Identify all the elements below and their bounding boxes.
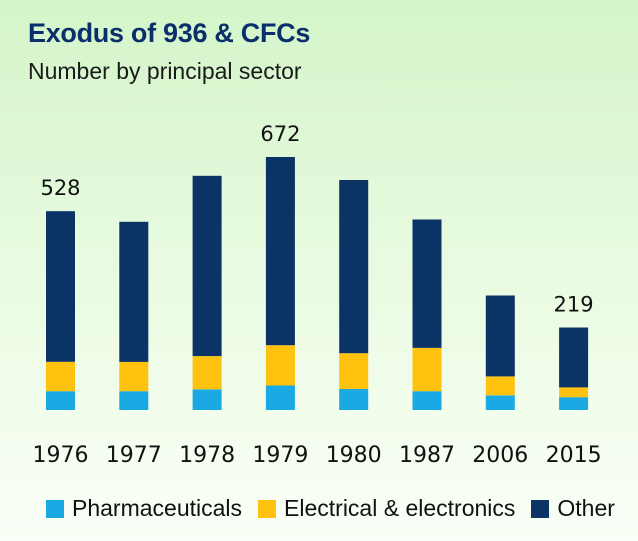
x-tick-label-1987: 1987 <box>399 443 455 468</box>
legend: Pharmaceuticals Electrical & electronics… <box>46 495 631 522</box>
x-tick-label-1979: 1979 <box>252 443 308 468</box>
data-label-1979: 672 <box>260 122 300 146</box>
bar-1976-pharmaceuticals <box>46 391 75 410</box>
bar-1977-pharmaceuticals <box>119 391 149 410</box>
bar-2015-other <box>559 327 589 388</box>
bar-2015-pharmaceuticals <box>559 397 589 410</box>
legend-item-pharmaceuticals: Pharmaceuticals <box>46 495 242 522</box>
bar-1978-electrical-electronics <box>192 356 222 390</box>
bar-1976-other <box>46 211 75 362</box>
bar-1977-electrical-electronics <box>119 361 149 392</box>
chart-title: Exodus of 936 & CFCs <box>28 18 311 48</box>
bar-1978-pharmaceuticals <box>192 389 222 410</box>
bar-1979-other <box>265 157 295 346</box>
legend-swatch-electrical <box>258 499 277 518</box>
bar-1976-electrical-electronics <box>46 361 75 392</box>
bar-1987-electrical-electronics <box>412 347 442 392</box>
legend-label-pharmaceuticals: Pharmaceuticals <box>72 495 243 521</box>
bar-1979-electrical-electronics <box>265 345 295 386</box>
legend-swatch-pharmaceuticals <box>46 499 64 518</box>
legend-label-electrical: Electrical & electronics <box>284 495 516 521</box>
x-tick-label-2015: 2015 <box>546 443 602 468</box>
bar-1980-other <box>339 180 369 354</box>
legend-item-other: Other <box>531 495 615 522</box>
bar-2015-electrical-electronics <box>559 387 589 398</box>
x-tick-label-1977: 1977 <box>106 443 162 468</box>
bar-1979-pharmaceuticals <box>265 385 295 410</box>
bar-2006-pharmaceuticals <box>485 395 515 410</box>
x-tick-label-1976: 1976 <box>33 443 89 468</box>
x-tick-label-1978: 1978 <box>179 443 235 468</box>
x-tick-label-1980: 1980 <box>326 443 382 468</box>
bar-1980-pharmaceuticals <box>339 388 369 410</box>
bar-2006-electrical-electronics <box>485 376 515 396</box>
x-tick-label-2006: 2006 <box>472 443 528 468</box>
bar-1977-other <box>119 221 149 362</box>
bar-1980-electrical-electronics <box>339 353 369 389</box>
legend-swatch-other <box>531 499 550 518</box>
bar-1987-other <box>412 219 442 348</box>
legend-label-other: Other <box>557 495 615 521</box>
data-label-1976: 528 <box>40 176 80 200</box>
stacked-bar-chart: 1976 1977 1978 1979 1980 1987 2006 2015 528 672 21… <box>33 122 602 468</box>
bar-2006-other <box>485 295 515 377</box>
chart-subtitle: Number by principal sector <box>28 58 302 84</box>
legend-item-electrical: Electrical & electronics <box>258 495 515 522</box>
data-label-2015: 219 <box>554 293 594 317</box>
bar-1987-pharmaceuticals <box>412 391 442 410</box>
bar-1978-other <box>192 175 222 357</box>
